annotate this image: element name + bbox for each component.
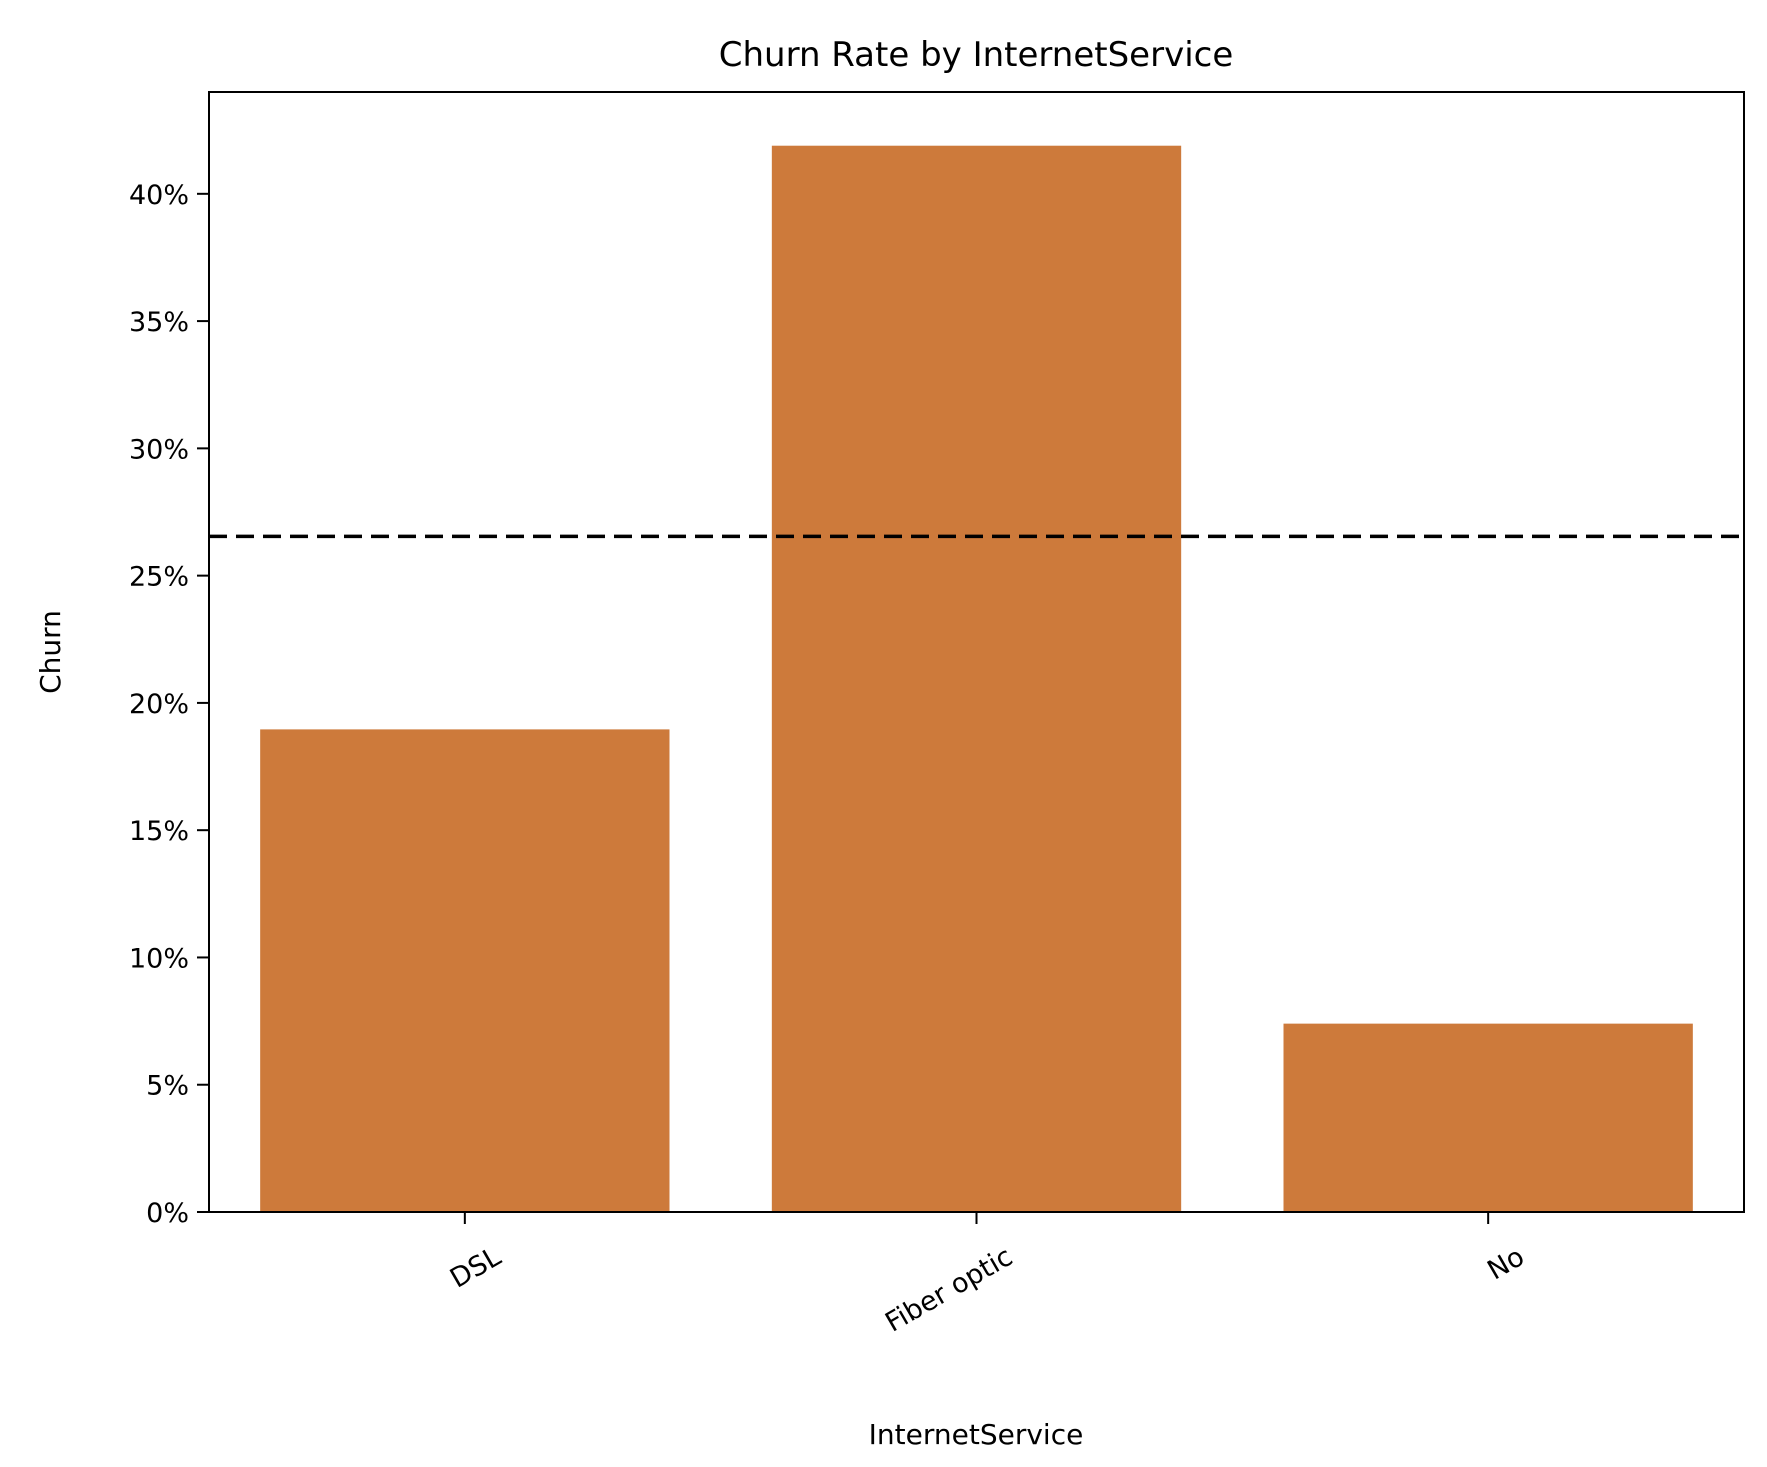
y-tick-label: 20% [129, 689, 189, 720]
bars-group [260, 145, 1693, 1212]
y-tick-label: 15% [129, 816, 189, 847]
y-tick-label: 35% [129, 307, 189, 338]
y-tick-label: 5% [146, 1071, 189, 1102]
y-tick-label: 40% [129, 180, 189, 211]
x-tick-label: DSL [445, 1241, 506, 1294]
y-axis-label: Churn [34, 610, 67, 694]
x-axis: DSL Fiber optic No [445, 1212, 1530, 1339]
y-tick-label: 0% [146, 1198, 189, 1229]
bar-no [1283, 1023, 1693, 1212]
y-tick-label: 25% [129, 562, 189, 593]
y-tick-label: 10% [129, 943, 189, 974]
x-tick-label: No [1482, 1241, 1529, 1286]
y-tick-label: 30% [129, 434, 189, 465]
y-axis: 0% 5% 10% 15% 20% 25% 30% 35% 40% [129, 180, 209, 1229]
x-axis-label: InternetService [869, 1418, 1084, 1451]
x-tick-label: Fiber optic [880, 1241, 1018, 1338]
bar-dsl [260, 729, 670, 1212]
chart-title: Churn Rate by InternetService [719, 35, 1234, 75]
bar-fiber-optic [771, 145, 1182, 1212]
